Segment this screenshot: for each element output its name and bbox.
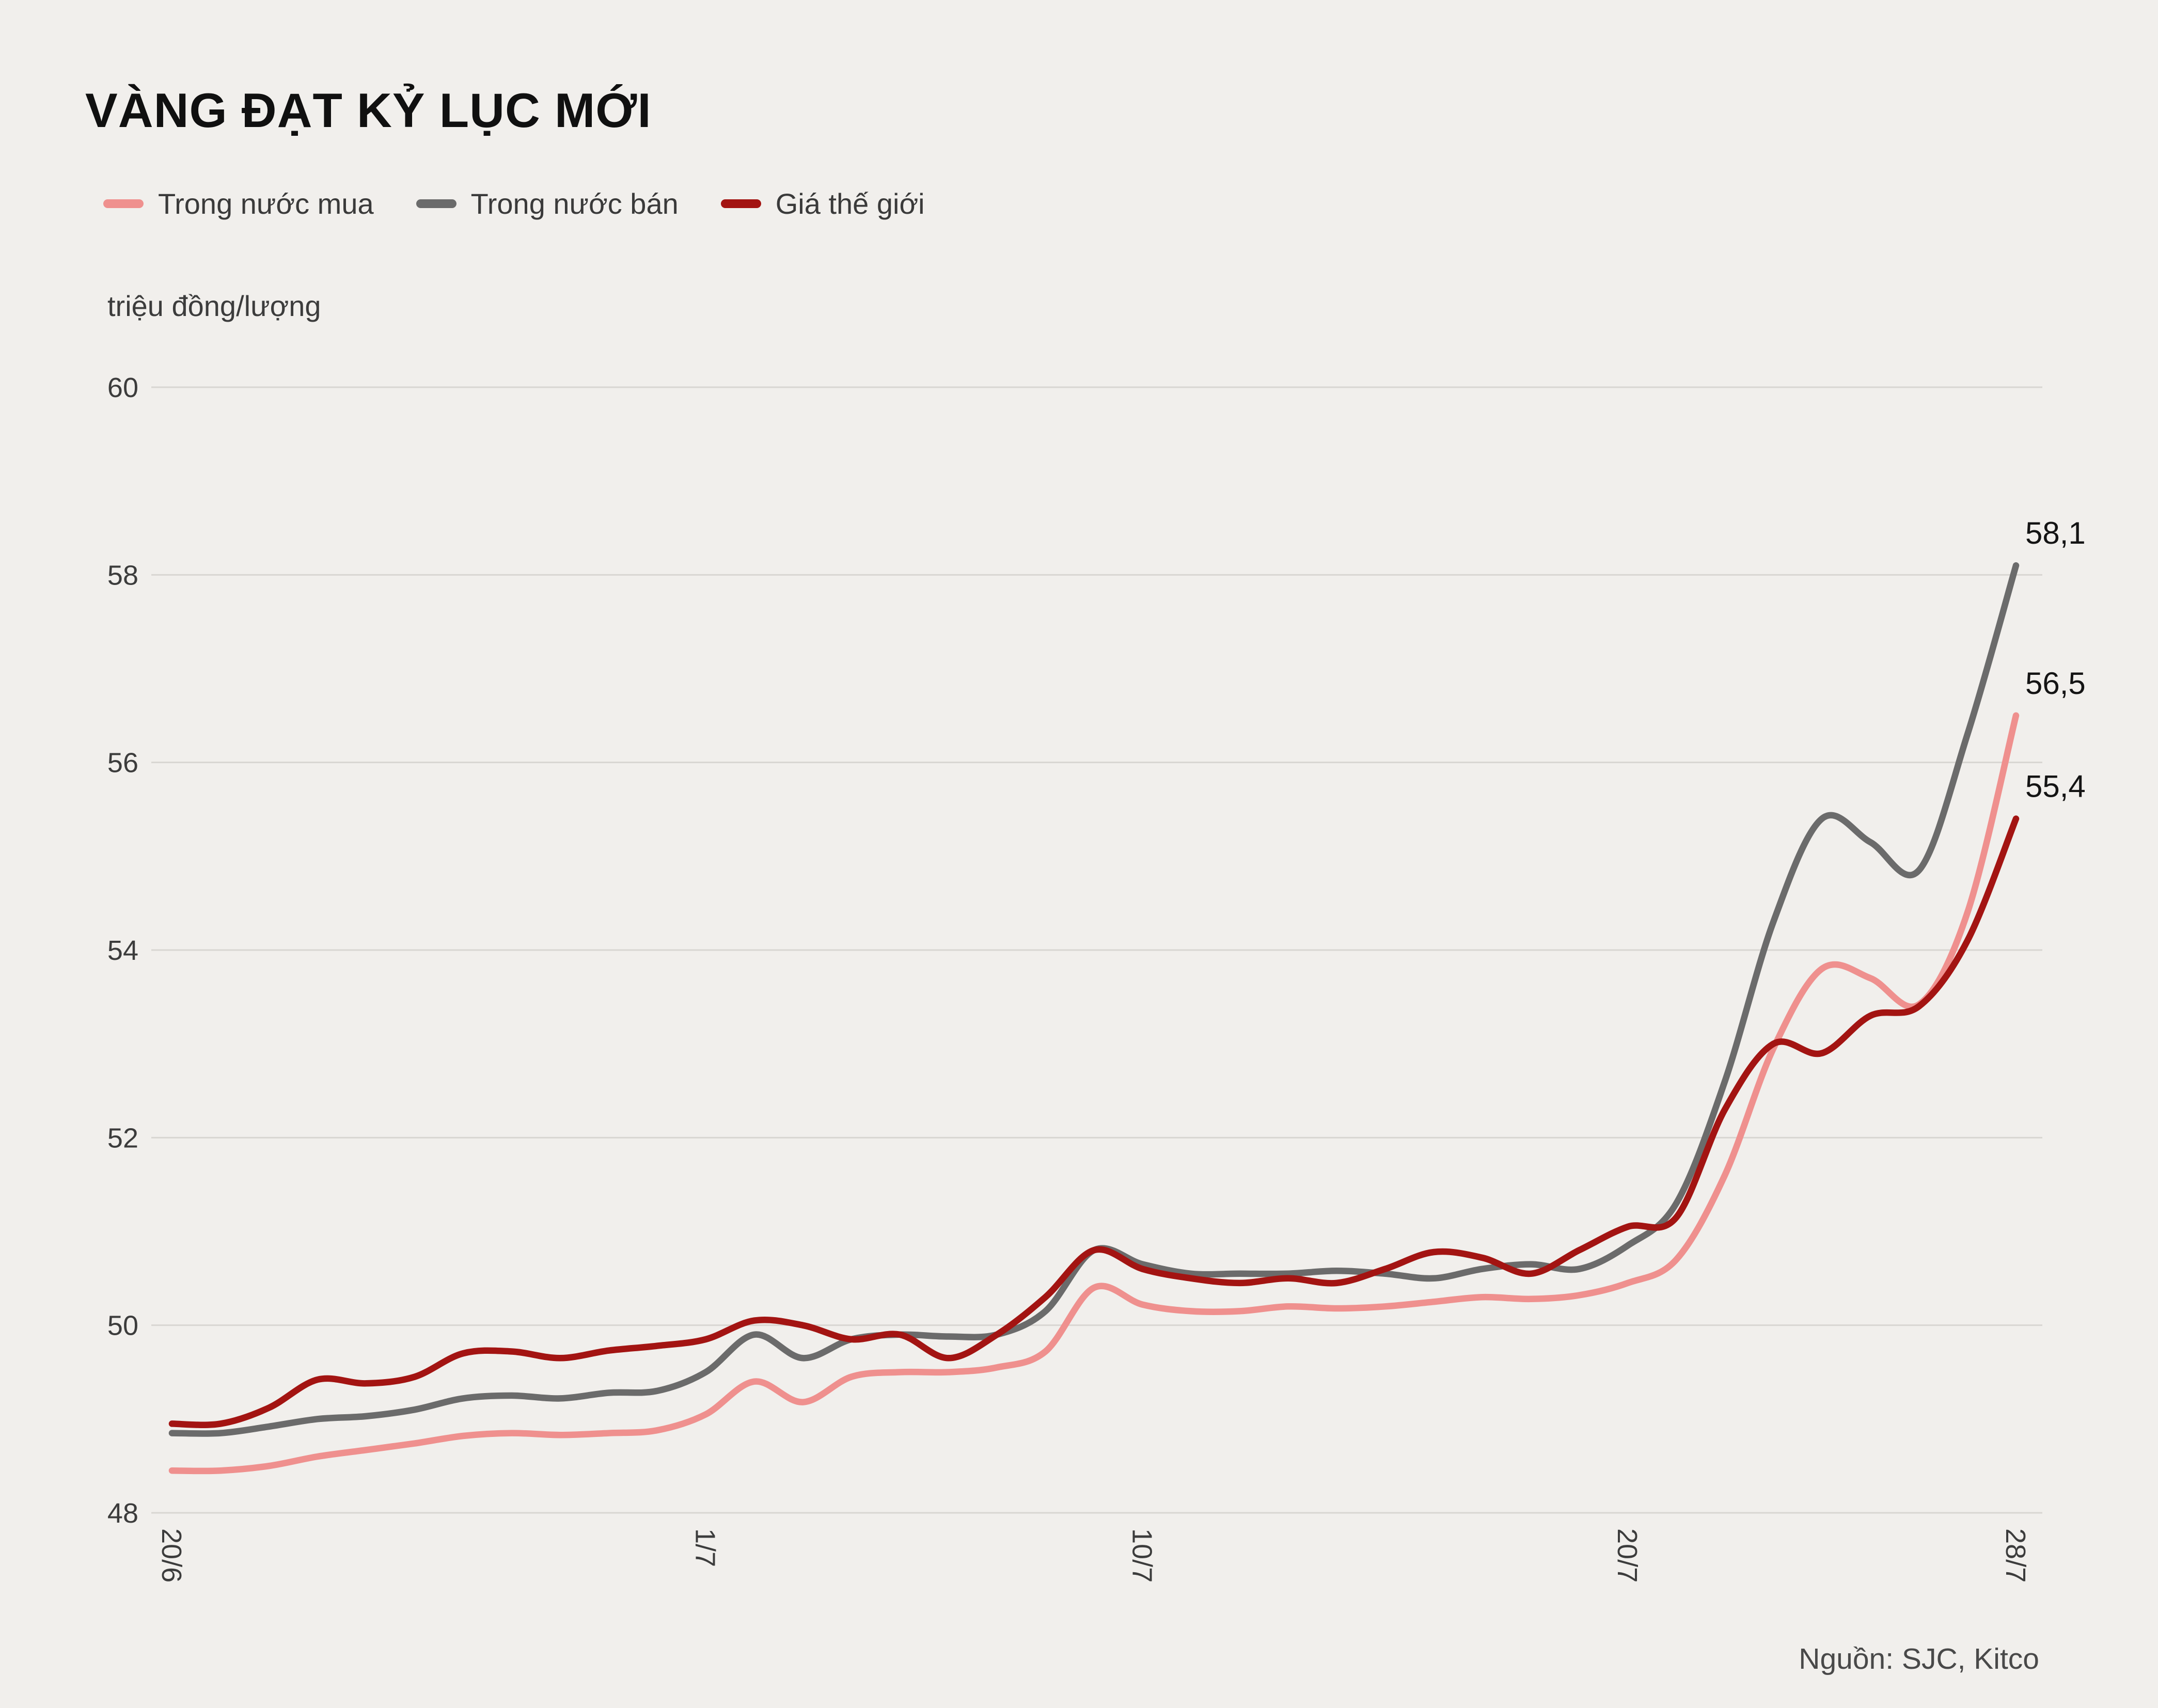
legend-label-buy: Trong nước mua <box>158 187 374 220</box>
series-end-label-1: 58,1 <box>2025 516 2086 550</box>
x-tick-label-20-6: 20/6 <box>156 1528 187 1583</box>
y-tick-label-50: 50 <box>107 1310 138 1341</box>
series-line-trong-nuoc-mua <box>168 712 2020 1475</box>
y-tick-label-58: 58 <box>107 560 138 591</box>
series-line-trong-nuoc-ban <box>168 562 2020 1437</box>
y-tick-label-52: 52 <box>107 1122 138 1153</box>
legend-swatch-sell-icon <box>416 199 456 208</box>
y-tick-label-54: 54 <box>107 935 138 966</box>
legend-label-world: Giá thế giới <box>775 187 925 220</box>
legend-item-gia-the-gioi: Giá thế giới <box>720 187 925 220</box>
series-end-label-2: 55,4 <box>2025 769 2086 804</box>
legend-item-trong-nuoc-mua: Trong nước mua <box>103 187 374 220</box>
legend: Trong nước mua Trong nước bán Giá thế gi… <box>103 187 925 220</box>
x-tick-label-10-7: 10/7 <box>1126 1528 1157 1583</box>
legend-item-trong-nuoc-ban: Trong nước bán <box>416 187 679 220</box>
y-tick-label-60: 60 <box>107 372 138 403</box>
series-end-label-0: 56,5 <box>2025 666 2086 701</box>
legend-swatch-world-icon <box>720 199 761 208</box>
y-tick-label-48: 48 <box>107 1498 138 1529</box>
chart-title: VÀNG ĐẠT KỶ LỤC MỚI <box>85 83 652 137</box>
x-tick-label-28-7: 28/7 <box>2000 1528 2031 1583</box>
y-axis-unit-label: triệu đồng/lượng <box>107 290 321 322</box>
x-tick-label-1-7: 1/7 <box>690 1528 721 1567</box>
y-tick-label-56: 56 <box>107 748 138 779</box>
legend-swatch-buy-icon <box>103 199 144 208</box>
series-line-gia-the-gioi <box>168 815 2020 1428</box>
source-note: Nguồn: SJC, Kitco <box>1799 1642 2039 1675</box>
x-tick-label-20-7: 20/7 <box>1612 1528 1643 1583</box>
legend-label-sell: Trong nước bán <box>470 187 679 220</box>
